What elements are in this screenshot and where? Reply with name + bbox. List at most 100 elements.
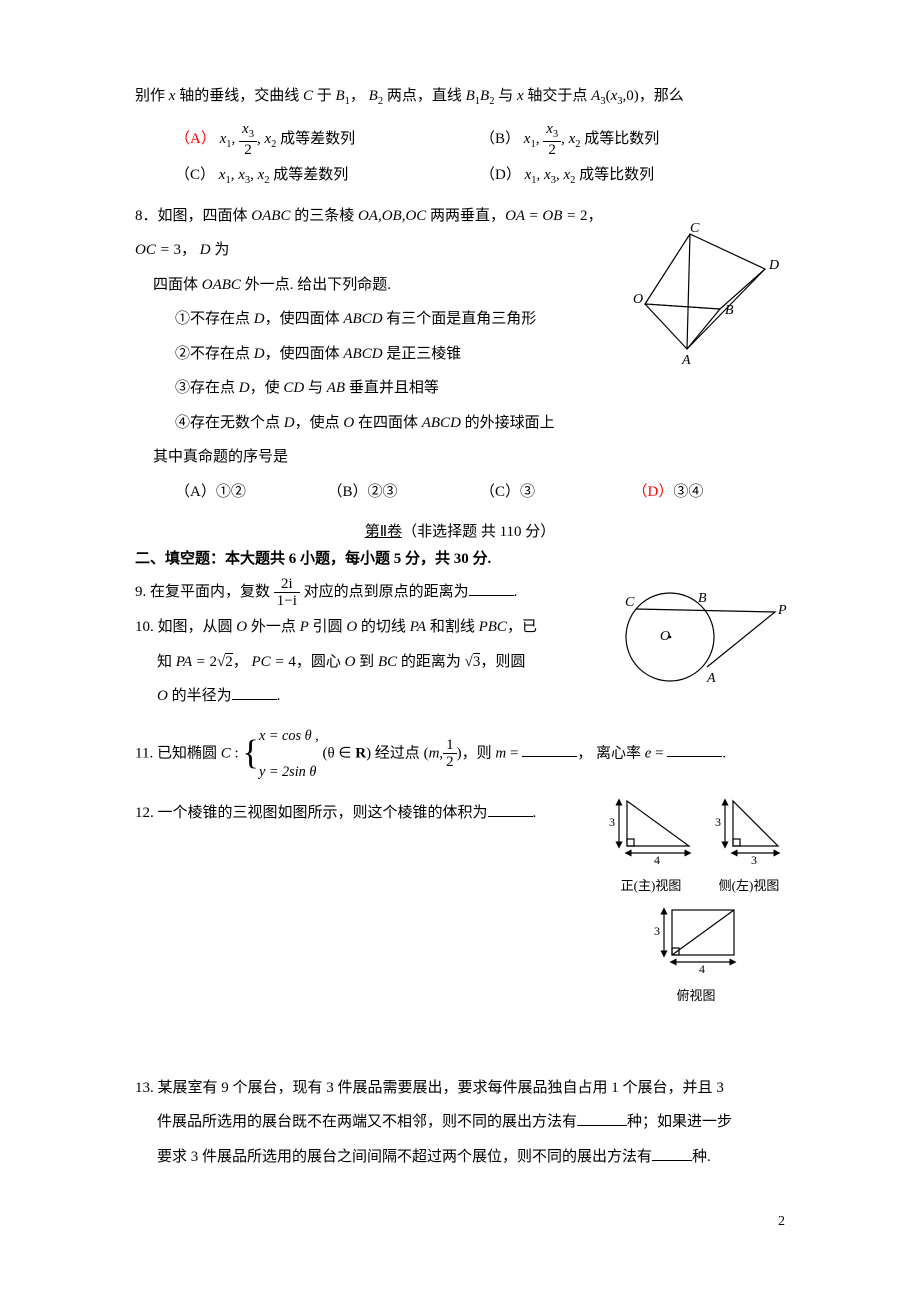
q8-options: （A）①② （B）②③ （C）③ （D）③④	[175, 481, 785, 504]
tetrahedron-icon: C D O B A	[615, 229, 785, 374]
x: x	[517, 88, 524, 104]
sub: 1	[530, 139, 535, 150]
text: 成等比数列	[584, 131, 659, 147]
section-2-subtitle: 二、填空题：本大题共 6 小题，每小题 5 分，共 30 分.	[135, 548, 785, 571]
svg-text:D: D	[768, 258, 779, 273]
title-sub: （非选择题 共 110 分）	[402, 524, 555, 540]
svg-text:B: B	[725, 303, 734, 318]
top-view: 3 4 俯视图	[607, 905, 785, 1010]
opt-label: （D）	[480, 167, 521, 183]
page-number: 2	[778, 1211, 785, 1232]
svg-text:3: 3	[654, 924, 660, 938]
circle-tangent-icon: C B P O A	[610, 582, 785, 692]
option-b: （B） x1, x32, x2 成等比数列	[480, 121, 785, 158]
svg-text:B: B	[698, 591, 707, 606]
q7-continuation: 别作 x 轴的垂线，交曲线 C 于 B1， B2 两点，直线 B1B2 与 x …	[135, 80, 785, 113]
svg-text:3: 3	[609, 815, 615, 829]
text: 成等差数列	[280, 131, 355, 147]
triangle-view-icon: 3 3	[713, 796, 785, 858]
svg-text:4: 4	[654, 853, 660, 867]
opt-label: （B）	[480, 131, 520, 147]
q8-figure: C D O B A	[615, 229, 785, 388]
text: 两两垂直，	[426, 208, 505, 224]
svg-text:C: C	[625, 595, 635, 610]
front-view: 3 4 正(主)视图	[607, 796, 695, 901]
svg-text:O: O	[633, 292, 643, 307]
q7-options-row2: （C） x1, x3, x2 成等差数列 （D） x1, x3, x2 成等比数…	[175, 164, 785, 189]
B2: B	[369, 88, 378, 104]
text: 与	[494, 88, 517, 104]
svg-text:3: 3	[751, 853, 757, 867]
text: 如图，四面体	[158, 208, 252, 224]
q12-figure: 3 4 正(主)视图 3 3 侧(左)视图	[607, 796, 785, 1011]
sub: 2	[575, 139, 580, 150]
B: B	[466, 88, 475, 104]
blank	[652, 1146, 692, 1161]
text: ，	[588, 208, 603, 224]
blank	[577, 1111, 627, 1126]
text: 为	[211, 242, 230, 258]
blank	[488, 802, 533, 817]
section-2-title: 第Ⅱ卷（非选择题 共 110 分）	[135, 521, 785, 544]
D: D	[200, 242, 211, 258]
svg-text:3: 3	[715, 815, 721, 829]
eq: OC =	[135, 242, 173, 258]
text: 四面体	[153, 277, 202, 293]
OABC: OABC	[251, 208, 290, 224]
text: 成等差数列	[273, 167, 348, 183]
svg-text:A: A	[681, 353, 691, 368]
option-a: （A） x1, x32, x2 成等差数列	[175, 121, 480, 158]
option-d: （D） x1, x3, x2 成等比数列	[480, 164, 785, 189]
B1: B	[335, 88, 344, 104]
q-num: 13.	[135, 1080, 154, 1096]
text: ，那么	[639, 88, 684, 104]
text: 成等比数列	[579, 167, 654, 183]
rect-view-icon: 3 4	[652, 905, 740, 967]
opt-label: （A）	[175, 131, 216, 147]
C: C	[303, 88, 313, 104]
svg-text:A: A	[706, 671, 716, 686]
question-12: 3 4 正(主)视图 3 3 侧(左)视图	[135, 796, 785, 831]
edges: OA,OB,OC	[358, 208, 426, 224]
q-num: 12.	[135, 805, 154, 821]
frac: x32	[543, 121, 561, 158]
q-num: 9.	[135, 584, 146, 600]
frac: x32	[239, 121, 257, 158]
title-main: 第Ⅱ卷	[365, 524, 402, 540]
text: 的三条棱	[290, 208, 358, 224]
svg-text:C: C	[690, 221, 700, 236]
option-c: （C） x1, x3, x2 成等差数列	[175, 164, 480, 189]
text: ，	[181, 242, 200, 258]
A3: A	[591, 88, 600, 104]
eq: OA = OB =	[505, 208, 580, 224]
prompt: 其中真命题的序号是	[153, 449, 288, 465]
text: 于	[313, 88, 336, 104]
q7-options-row1: （A） x1, x32, x2 成等差数列 （B） x1, x32, x2 成等…	[175, 121, 785, 158]
q-num: 11.	[135, 745, 153, 761]
text: 两点，直线	[383, 88, 466, 104]
val: 2	[580, 208, 588, 224]
question-13: 13. 某展室有 9 个展台，现有 3 件展品需要展出，要求每件展品独自占用 1…	[135, 1071, 785, 1175]
svg-text:4: 4	[699, 962, 705, 976]
blank	[667, 742, 722, 757]
svg-text:P: P	[777, 603, 787, 618]
text: ,0)	[623, 88, 639, 104]
question-8: C D O B A 8．如图，四面体 OABC 的三条棱 OA,OB,OC 两两…	[135, 199, 785, 475]
opt-label: （C）	[175, 167, 215, 183]
question-11: 11. 已知椭圆 C : {x = cos θ ,y = 2sin θ (θ ∈…	[135, 718, 785, 790]
text: 外一点. 给出下列命题.	[241, 277, 391, 293]
sub: 2	[271, 139, 276, 150]
text: 轴交于点	[524, 88, 592, 104]
B: B	[480, 88, 489, 104]
q-num: 10.	[135, 619, 154, 635]
sub: 1	[226, 139, 231, 150]
text: 别作	[135, 88, 169, 104]
blank	[232, 685, 277, 700]
text: ，	[350, 88, 369, 104]
side-view: 3 3 侧(左)视图	[713, 796, 785, 901]
blank	[522, 742, 577, 757]
q10-figure: C B P O A	[610, 582, 785, 700]
text: 轴的垂线，交曲线	[175, 88, 303, 104]
triangle-view-icon: 3 4	[607, 796, 695, 858]
val: 3	[173, 242, 181, 258]
